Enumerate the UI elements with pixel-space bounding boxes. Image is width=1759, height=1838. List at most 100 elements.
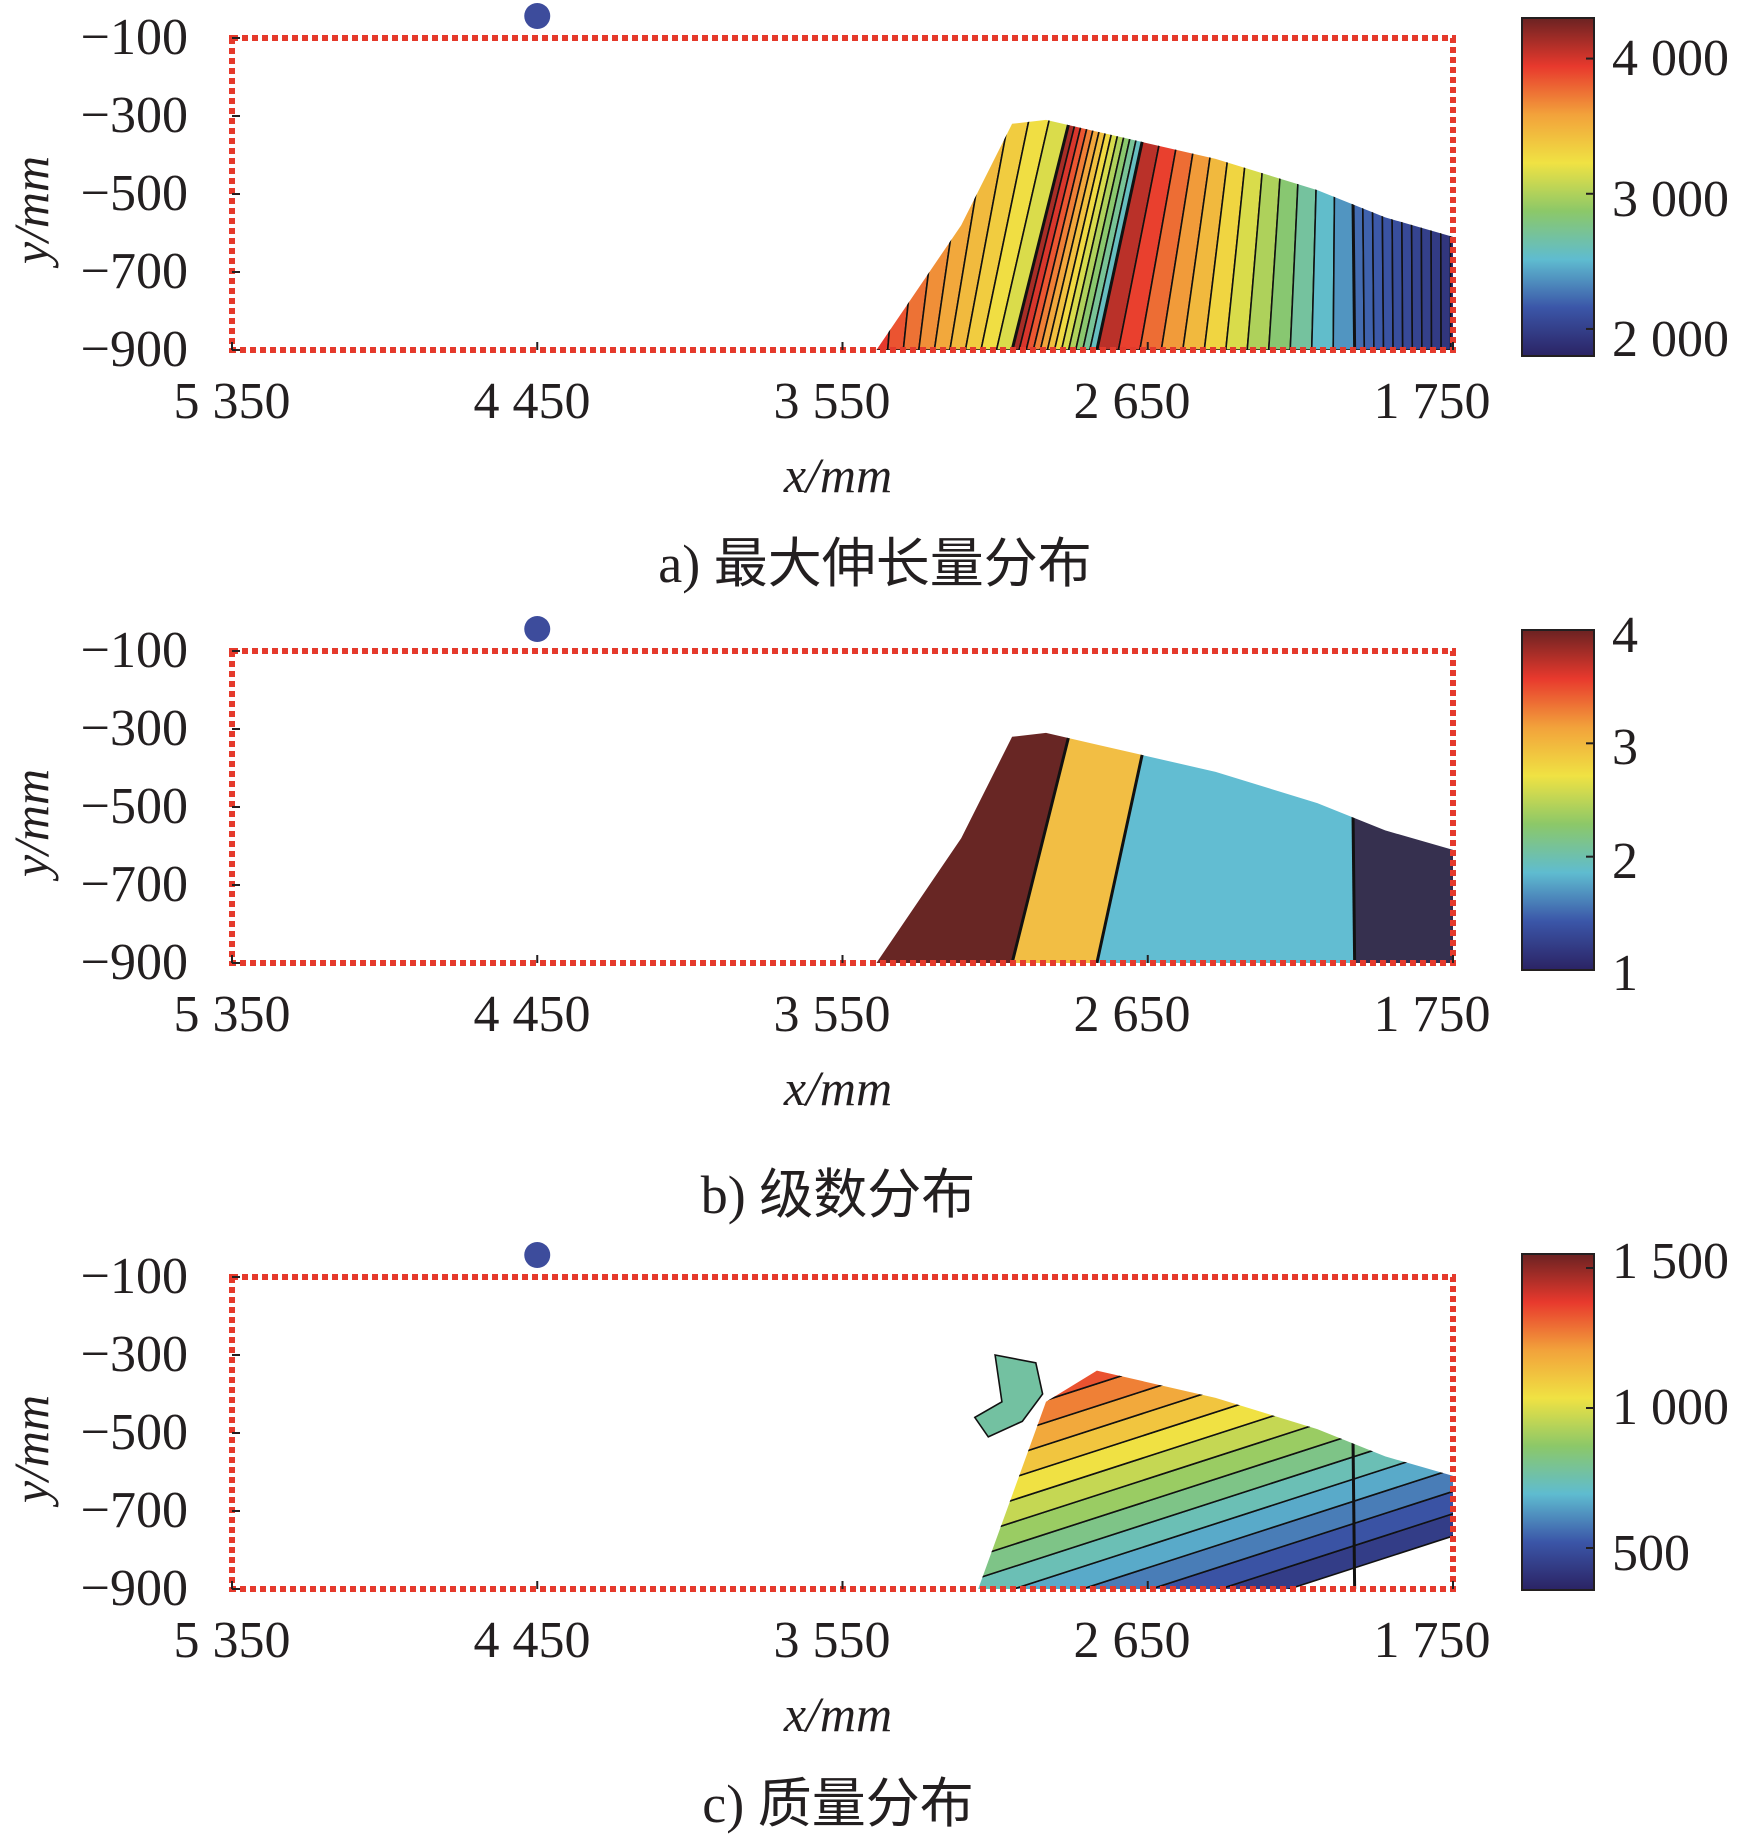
y-tick-label: −900 xyxy=(81,321,188,378)
panel-c-frame xyxy=(229,1242,1456,1592)
panel-c-cbar-ticks: 1 500 1 000 500 xyxy=(1612,1233,1729,1582)
contour-band xyxy=(1032,119,1117,351)
x-tick-label: 2 650 xyxy=(1074,1612,1191,1669)
panel-a-frame xyxy=(229,3,1456,353)
contour-band xyxy=(978,1418,1453,1589)
y-tick-label: −900 xyxy=(81,934,188,991)
contour-band xyxy=(1399,119,1414,351)
y-tick-label: −500 xyxy=(81,778,188,835)
colorbar-tick-label: 1 500 xyxy=(1612,1233,1729,1290)
contour-band xyxy=(876,119,915,351)
panel-b-xticks: 5 350 4 450 3 550 2 650 1 750 xyxy=(174,986,1491,1043)
x-tick-label: 4 450 xyxy=(474,986,591,1043)
stage-band xyxy=(1351,732,1453,963)
contour-band xyxy=(841,38,870,350)
colorbar-tick-label: 3 000 xyxy=(1612,171,1729,228)
contour-band xyxy=(1081,119,1160,351)
stage-boundary xyxy=(1010,119,1092,351)
x-axis-label: x/mm xyxy=(783,447,892,503)
colorbar-tick-label: 500 xyxy=(1612,1525,1690,1582)
panel-b-plot xyxy=(876,732,1453,963)
stage-band xyxy=(1096,732,1355,963)
colorbar-tick-label: 4 000 xyxy=(1612,30,1729,87)
panel-b: −100 −300 −500 −700 −900 5 350 4 450 3 5… xyxy=(3,607,1638,1225)
y-tick-label: −700 xyxy=(81,243,188,300)
y-tick-label: −300 xyxy=(81,700,188,757)
colorbar-tick-label: 2 000 xyxy=(1612,311,1729,368)
contour-band xyxy=(1389,119,1404,351)
panel-a-plot xyxy=(826,38,1470,351)
panel-a: −100 −300 −500 −700 −900 5 350 4 450 3 5… xyxy=(3,3,1729,594)
contour-band xyxy=(978,1440,1453,1589)
panel-b-frame xyxy=(229,616,1456,966)
x-tick-label: 2 650 xyxy=(1074,986,1191,1043)
y-tick-label: −300 xyxy=(81,87,188,144)
x-tick-label: 4 450 xyxy=(474,1612,591,1669)
contour-band xyxy=(1419,119,1433,351)
panel-a-cbar-ticks: 4 000 3 000 2 000 xyxy=(1612,30,1729,368)
contour-band xyxy=(1460,38,1470,350)
colorbar-tick-label: 4 xyxy=(1612,607,1638,664)
y-tick-label: −300 xyxy=(81,1326,188,1383)
region-fill xyxy=(876,732,1453,963)
x-tick-label: 1 750 xyxy=(1374,373,1491,430)
panel-c-xticks: 5 350 4 450 3 550 2 650 1 750 xyxy=(174,1612,1491,1669)
stage-boundary xyxy=(1095,732,1167,963)
contour-band xyxy=(1310,119,1337,351)
y-tick-label: −100 xyxy=(81,1248,188,1305)
x-tick-label: 3 550 xyxy=(774,986,891,1043)
x-tick-label: 3 550 xyxy=(774,1612,891,1669)
x-axis-label: x/mm xyxy=(783,1686,892,1742)
panel-a-colorbar xyxy=(1521,17,1595,357)
point-marker xyxy=(524,3,551,29)
y-tick-label: −100 xyxy=(81,9,188,66)
colorbar xyxy=(1521,629,1595,971)
contour-band xyxy=(978,1370,1453,1462)
contour-band xyxy=(1409,119,1423,351)
contour-band xyxy=(826,38,848,350)
colorbar-tick-label: 3 xyxy=(1612,719,1638,776)
y-axis-label: y/mm xyxy=(3,769,59,882)
panel-b-yticks: −100 −300 −500 −700 −900 xyxy=(81,622,188,991)
panel-c-colorbar xyxy=(1521,1253,1595,1591)
contour-band xyxy=(1332,119,1356,351)
colorbar xyxy=(1521,17,1595,357)
panel-caption: c) 质量分布 xyxy=(702,1774,973,1834)
panel-b-cbar-ticks: 4 3 2 1 xyxy=(1612,607,1638,1002)
x-tick-label: 5 350 xyxy=(174,986,291,1043)
contour-band xyxy=(1429,119,1442,351)
contour-band xyxy=(978,1507,1453,1589)
contour-band xyxy=(1060,119,1141,351)
contour-band xyxy=(978,1462,1453,1589)
x-tick-label: 5 350 xyxy=(174,1612,291,1669)
colorbar xyxy=(1521,1253,1595,1591)
contour-band xyxy=(1380,119,1394,351)
contour-band xyxy=(1439,119,1452,351)
y-tick-label: −100 xyxy=(81,622,188,679)
point-marker xyxy=(524,616,551,642)
point-marker xyxy=(524,1242,551,1268)
contour-band xyxy=(978,1395,1453,1589)
contour-band xyxy=(995,119,1092,351)
y-tick-label: −700 xyxy=(81,1482,188,1539)
panel-caption: a) 最大伸长量分布 xyxy=(658,534,1091,594)
contour-band xyxy=(1053,119,1135,351)
colorbar-tick-label: 2 xyxy=(1612,833,1638,890)
x-tick-label: 3 550 xyxy=(774,373,891,430)
stage-band xyxy=(1012,732,1165,963)
contour-band xyxy=(1449,119,1453,351)
panel-b-colorbar xyxy=(1521,629,1595,971)
panel-c: −100 −300 −500 −700 −900 5 350 4 450 3 5… xyxy=(3,1233,1729,1834)
stage-boundary xyxy=(1010,732,1092,963)
contour-band xyxy=(978,1484,1453,1589)
colorbar-tick-label: 1 xyxy=(1612,945,1638,1002)
panel-a-yticks: −100 −300 −500 −700 −900 xyxy=(81,9,188,378)
y-tick-label: −900 xyxy=(81,1560,188,1617)
y-axis-label: y/mm xyxy=(3,1395,59,1508)
y-tick-label: −500 xyxy=(81,165,188,222)
panel-c-yticks: −100 −300 −500 −700 −900 xyxy=(81,1248,188,1617)
stage-boundary xyxy=(1095,119,1167,351)
panel-caption: b) 级数分布 xyxy=(701,1165,975,1225)
contour-band xyxy=(876,119,893,351)
x-tick-label: 1 750 xyxy=(1374,986,1491,1043)
